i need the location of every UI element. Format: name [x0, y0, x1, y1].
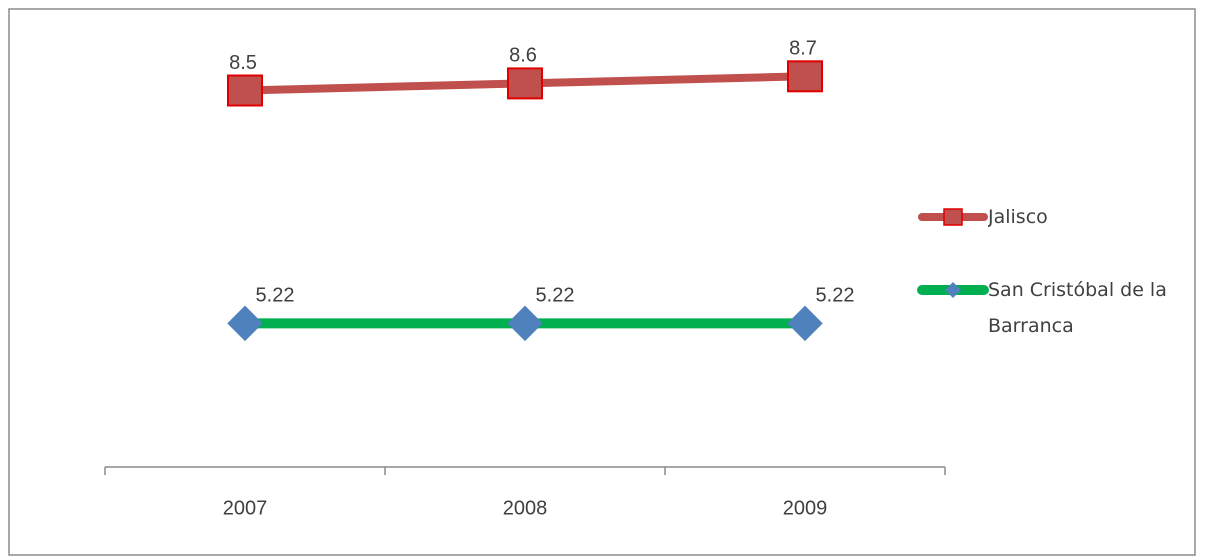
- data-label: 8.6: [509, 45, 537, 67]
- legend-marker: [943, 208, 963, 226]
- legend-entry: San Cristóbal de la Barranca: [988, 279, 1167, 337]
- data-label: 5.22: [536, 285, 575, 307]
- marker: [227, 305, 263, 342]
- x-tick-label: 2007: [223, 497, 268, 519]
- chart-frame: [8, 8, 1196, 556]
- legend-marker: [945, 282, 961, 298]
- marker: [507, 305, 543, 342]
- legend-label: Jalisco: [988, 206, 1048, 228]
- legend-label: San Cristóbal de la Barranca: [988, 279, 1167, 337]
- marker: [787, 60, 823, 93]
- data-label: 8.5: [229, 52, 257, 74]
- data-label: 8.7: [789, 38, 817, 60]
- x-tick-label: 2008: [503, 497, 548, 519]
- marker: [507, 67, 543, 100]
- x-tick-label: 2009: [783, 497, 828, 519]
- marker: [787, 305, 823, 342]
- legend-entry: Jalisco: [988, 206, 1048, 228]
- marker: [227, 74, 263, 107]
- data-label: 5.22: [256, 285, 295, 307]
- data-label: 5.22: [816, 285, 855, 307]
